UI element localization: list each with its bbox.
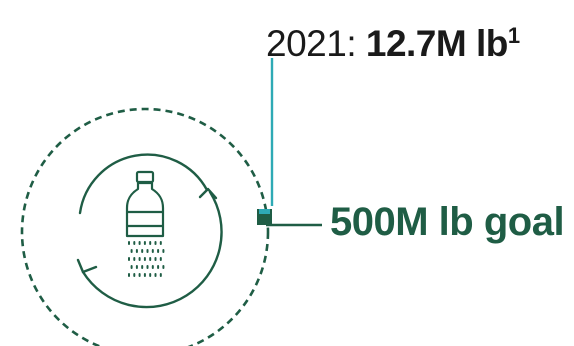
particle — [151, 249, 154, 253]
particle — [157, 265, 160, 269]
recycle-arrows-icon — [76, 153, 223, 309]
particle — [146, 265, 149, 269]
particle — [135, 265, 138, 269]
particle — [154, 241, 157, 245]
particle — [143, 241, 146, 245]
particle — [143, 257, 146, 261]
progress-year: 2021 — [266, 23, 347, 64]
particle — [128, 273, 130, 277]
progress-separator: : — [346, 23, 357, 64]
footnote-marker: 1 — [507, 23, 520, 48]
particle — [135, 249, 138, 253]
particle — [162, 249, 165, 253]
particle — [151, 265, 154, 269]
particle — [138, 257, 141, 261]
particle — [138, 241, 141, 245]
particle — [149, 273, 152, 277]
goal-label: 500M lb goal — [330, 200, 565, 244]
particle — [130, 249, 133, 253]
bottle-particles — [128, 241, 165, 277]
particle — [146, 249, 149, 253]
particle — [149, 257, 152, 261]
progress-value: 12.7M lb — [365, 23, 509, 64]
particle — [159, 241, 162, 245]
particle — [159, 273, 162, 277]
particle — [149, 241, 152, 245]
particle — [154, 273, 157, 277]
particle — [133, 257, 136, 261]
progress-marker-fill — [259, 209, 270, 214]
particle — [141, 249, 144, 253]
particle — [128, 257, 130, 261]
particle — [154, 257, 157, 261]
particle — [143, 273, 146, 277]
particle — [159, 257, 162, 261]
plastic-bottle-icon — [125, 170, 165, 238]
particle — [138, 273, 141, 277]
year-progress-label: 2021: 12.7M lb1 — [266, 16, 520, 72]
particle — [141, 265, 144, 269]
particle — [133, 273, 136, 277]
particle — [133, 241, 136, 245]
particle — [128, 241, 130, 245]
particle — [130, 265, 133, 269]
particle — [162, 265, 165, 269]
particle — [157, 249, 160, 253]
goal-ring — [20, 107, 270, 346]
